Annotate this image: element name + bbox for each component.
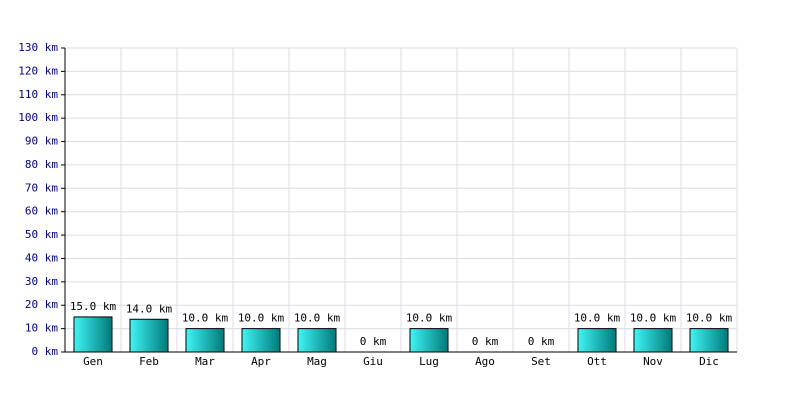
value-label: 10.0 km <box>574 312 621 325</box>
x-tick-label: Ago <box>475 355 495 368</box>
x-tick-label: Lug <box>419 355 439 368</box>
bar <box>297 328 337 353</box>
bar <box>241 328 281 353</box>
value-label: 14.0 km <box>126 302 173 315</box>
y-tick-label: 70 km <box>25 181 58 194</box>
y-tick-label: 0 km <box>32 345 59 358</box>
bar <box>409 328 449 353</box>
value-label: 10.0 km <box>294 312 341 325</box>
value-label: 10.0 km <box>630 312 677 325</box>
bar <box>185 328 225 353</box>
x-tick-label: Ott <box>587 355 607 368</box>
value-label: 0 km <box>360 335 387 348</box>
y-tick-label: 40 km <box>25 251 58 264</box>
x-tick-label: Gen <box>83 355 103 368</box>
x-tick-label: Dic <box>699 355 719 368</box>
value-label: 10.0 km <box>406 312 453 325</box>
value-label: 0 km <box>472 335 499 348</box>
y-tick-label: 30 km <box>25 275 58 288</box>
bar <box>633 328 673 353</box>
y-tick-label: 20 km <box>25 298 58 311</box>
bar <box>73 316 113 353</box>
value-label: 15.0 km <box>70 300 117 313</box>
y-tick-label: 80 km <box>25 158 58 171</box>
y-tick-label: 90 km <box>25 135 58 148</box>
value-label: 10.0 km <box>182 312 229 325</box>
x-tick-label: Set <box>531 355 551 368</box>
x-tick-label: Nov <box>643 355 663 368</box>
y-tick-label: 50 km <box>25 228 58 241</box>
y-tick-label: 120 km <box>18 64 58 77</box>
x-tick-label: Apr <box>251 355 271 368</box>
y-tick-label: 130 km <box>18 41 58 54</box>
x-tick-label: Mag <box>307 355 327 368</box>
bar <box>129 318 169 353</box>
bar <box>577 328 617 353</box>
y-tick-label: 100 km <box>18 111 58 124</box>
bar <box>689 328 729 353</box>
value-label: 10.0 km <box>686 312 733 325</box>
value-label: 0 km <box>528 335 555 348</box>
x-tick-label: Feb <box>139 355 159 368</box>
x-tick-label: Mar <box>195 355 215 368</box>
y-tick-label: 110 km <box>18 88 58 101</box>
y-tick-label: 10 km <box>25 322 58 335</box>
value-label: 10.0 km <box>238 312 285 325</box>
x-tick-label: Giu <box>363 355 383 368</box>
y-tick-label: 60 km <box>25 205 58 218</box>
